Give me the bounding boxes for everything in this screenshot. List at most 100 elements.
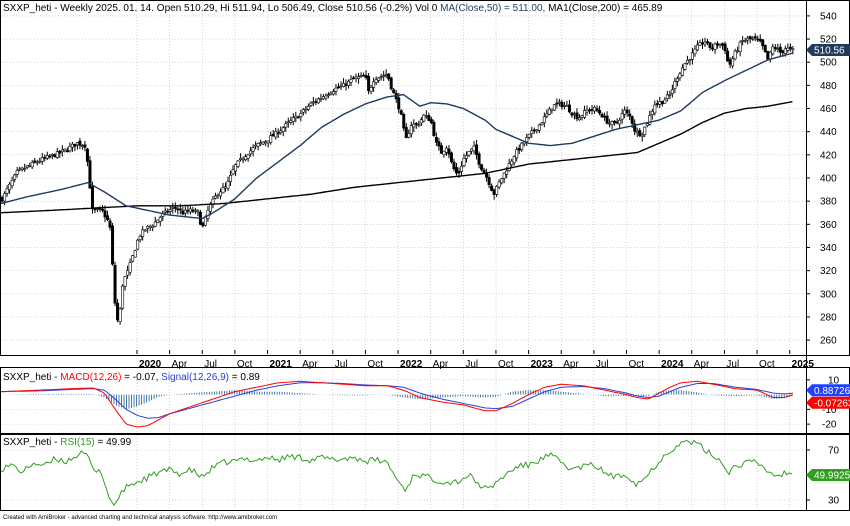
candle-body-down [53, 154, 57, 158]
candle-body-up [462, 158, 466, 166]
candle-body-down [595, 108, 599, 111]
x-tick-label: Apr [433, 359, 449, 370]
signal-value: = 0.89 [229, 372, 260, 383]
candle-body-up [216, 194, 220, 197]
candle-body-down [492, 189, 496, 195]
candle-body-up [304, 108, 308, 111]
macd-title: SXXP_heti - MACD(12,26) = -0.07, Signal(… [3, 372, 260, 383]
candle-body-up [771, 46, 775, 55]
candle-body-up [60, 149, 64, 153]
candle-body-up [25, 165, 29, 168]
x-tick-label: Jul [465, 359, 478, 370]
candle-body-up [163, 210, 167, 213]
price-series-layer [0, 33, 795, 325]
x-tick-label: Oct [759, 359, 775, 370]
rsi-y-tick-label: 30 [828, 496, 840, 507]
candle-body-down [271, 133, 275, 137]
y-tick-label: 320 [820, 266, 837, 277]
rsi-value-tag-bg [806, 469, 850, 482]
candle-body-up [693, 48, 697, 55]
candle-body-down [716, 43, 720, 46]
candle-body-up [254, 144, 258, 147]
candle-body-up [294, 115, 298, 119]
candle-body-up [442, 150, 446, 156]
candle-body-up [75, 142, 79, 146]
signal-value-tag: 0.887269 [806, 384, 850, 397]
candle-body-down [48, 155, 52, 158]
candle-body-up [13, 174, 17, 180]
candle-body-down [437, 141, 441, 147]
candle-body-up [266, 140, 270, 144]
candle-body-down [615, 121, 619, 124]
candle-body-down [628, 113, 632, 117]
candle-body-down [404, 127, 408, 138]
candle-body-up [685, 59, 689, 64]
y-tick-label: 520 [820, 35, 837, 46]
rsi-label: RSI(15) [60, 437, 94, 448]
candle-body-down [367, 75, 371, 92]
candle-body-up [281, 127, 285, 132]
ma50-line [0, 52, 793, 220]
candle-body-up [316, 98, 320, 104]
candle-body-up [229, 175, 233, 183]
candle-body-up [540, 122, 544, 126]
candle-body-up [698, 42, 702, 46]
x-tick-label: Jul [596, 359, 609, 370]
candle-body-up [695, 44, 699, 51]
candle-body-up [153, 221, 157, 227]
candle-body-up [618, 119, 622, 125]
candle-body-down [429, 119, 433, 124]
candle-body-down [364, 75, 368, 79]
macd-y-tick-label: -10 [822, 405, 837, 416]
macd-label: MACD(12,26) [60, 372, 121, 383]
candle-body-up [736, 50, 740, 52]
y-tick-label: 360 [820, 220, 837, 231]
candle-body-down [314, 101, 318, 103]
candle-body-up [183, 209, 187, 214]
candle-body-down [638, 130, 642, 136]
ma200-title: MA1(Close,200) = 465.89 [545, 3, 662, 14]
candle-body-down [590, 109, 594, 111]
candle-body-up [28, 165, 32, 167]
candle-body-up [148, 225, 152, 228]
candle-body-up [530, 130, 534, 134]
candle-body-up [349, 79, 353, 83]
x-tick-label: Oct [367, 359, 383, 370]
candle-body-up [572, 113, 576, 116]
candle-body-down [711, 47, 715, 50]
candle-body-up [550, 108, 554, 111]
candle-body-up [374, 79, 378, 83]
candle-body-down [567, 104, 571, 113]
x-tick-label: Oct [498, 359, 514, 370]
candle-body-up [8, 183, 12, 191]
candle-body-down [427, 115, 431, 121]
macd-y-tick-label: -20 [822, 420, 837, 431]
candle-body-up [261, 141, 265, 145]
candle-body-down [178, 208, 182, 211]
candle-body-down [103, 210, 107, 218]
candle-body-up [565, 105, 569, 107]
candle-body-down [0, 197, 4, 202]
candle-body-up [3, 193, 7, 202]
macd-value-tag-bg [806, 396, 850, 409]
candle-body-up [776, 48, 780, 50]
candle-body-up [472, 145, 476, 151]
candle-body-down [570, 112, 574, 116]
candle-body-up [620, 113, 624, 120]
candle-body-up [422, 114, 426, 122]
candle-body-up [221, 187, 225, 194]
candle-body-down [432, 121, 436, 136]
candle-body-up [593, 106, 597, 112]
candle-body-down [625, 109, 629, 114]
x-tick-label: Oct [237, 359, 253, 370]
signal-value-tag-text: 0.887269 [814, 386, 850, 397]
candle-body-down [781, 50, 785, 53]
candle-body-up [143, 229, 147, 232]
candle-body-up [746, 37, 750, 41]
candle-body-up [291, 117, 295, 122]
x-tick-label: Apr [563, 359, 579, 370]
candle-body-up [284, 123, 288, 128]
candle-body-up [635, 130, 639, 134]
y-tick-label: 500 [820, 58, 837, 69]
candle-body-up [527, 133, 531, 138]
